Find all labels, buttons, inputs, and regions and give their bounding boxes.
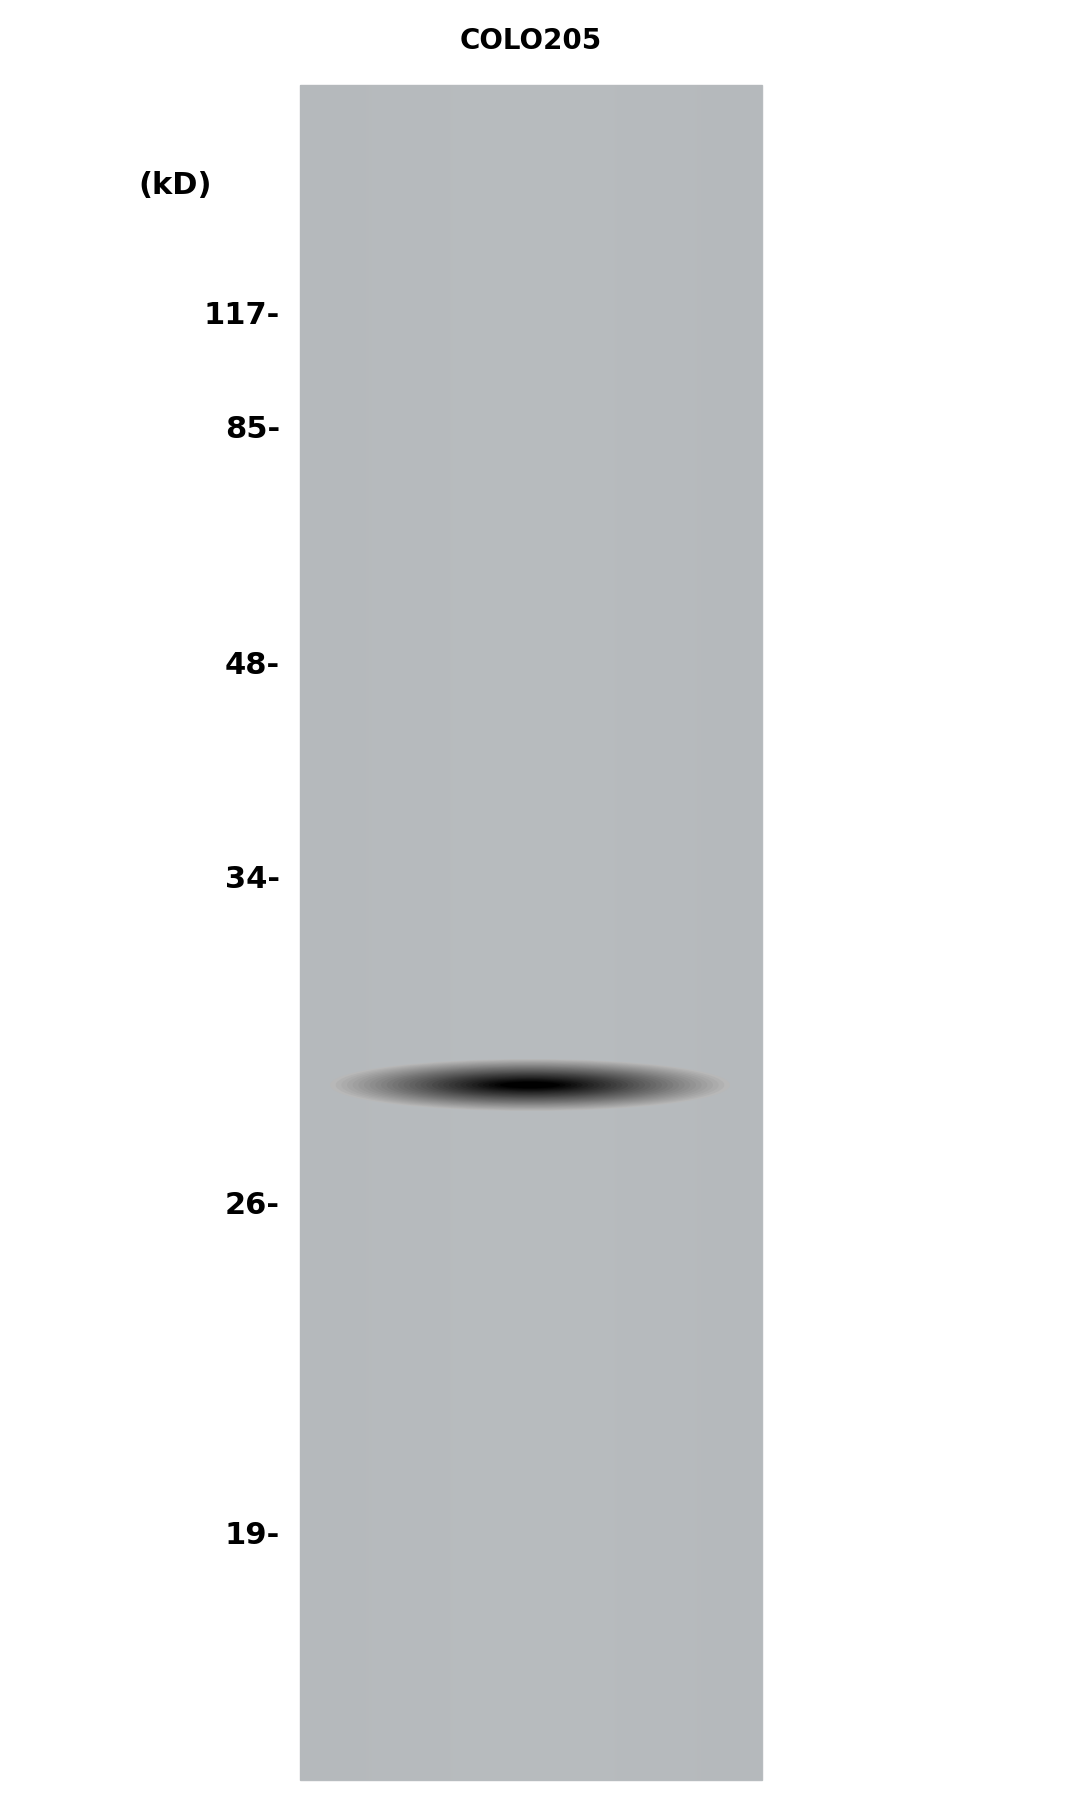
Ellipse shape: [427, 1073, 634, 1098]
Ellipse shape: [369, 1064, 690, 1105]
Bar: [300, 85, 762, 1780]
Ellipse shape: [421, 1071, 639, 1098]
Ellipse shape: [483, 1080, 577, 1091]
Text: 117-: 117-: [204, 300, 280, 329]
Ellipse shape: [376, 1066, 685, 1105]
Ellipse shape: [399, 1067, 662, 1102]
Text: 34-: 34-: [225, 865, 280, 894]
Ellipse shape: [336, 1060, 725, 1111]
Ellipse shape: [381, 1066, 679, 1103]
Ellipse shape: [409, 1069, 650, 1100]
Ellipse shape: [449, 1075, 611, 1094]
Ellipse shape: [364, 1064, 696, 1107]
Ellipse shape: [500, 1082, 561, 1089]
Ellipse shape: [477, 1078, 583, 1091]
Ellipse shape: [455, 1076, 605, 1094]
Ellipse shape: [404, 1069, 657, 1102]
Ellipse shape: [495, 1082, 566, 1089]
Ellipse shape: [488, 1080, 571, 1089]
Text: 26-: 26-: [225, 1190, 280, 1219]
Ellipse shape: [415, 1071, 645, 1100]
Text: 19-: 19-: [225, 1521, 280, 1550]
Ellipse shape: [347, 1062, 713, 1109]
Ellipse shape: [387, 1067, 673, 1103]
Ellipse shape: [443, 1075, 617, 1096]
Ellipse shape: [437, 1073, 622, 1096]
Text: 48-: 48-: [225, 651, 280, 680]
Ellipse shape: [432, 1073, 627, 1098]
Ellipse shape: [330, 1058, 730, 1111]
Ellipse shape: [472, 1078, 589, 1093]
Ellipse shape: [353, 1062, 707, 1107]
Ellipse shape: [341, 1060, 718, 1109]
Ellipse shape: [392, 1067, 667, 1103]
Ellipse shape: [465, 1078, 594, 1093]
Text: COLO205: COLO205: [460, 27, 603, 54]
Text: (kD): (kD): [138, 170, 212, 199]
Text: 85-: 85-: [225, 416, 280, 445]
Ellipse shape: [359, 1064, 702, 1107]
Ellipse shape: [460, 1076, 599, 1093]
